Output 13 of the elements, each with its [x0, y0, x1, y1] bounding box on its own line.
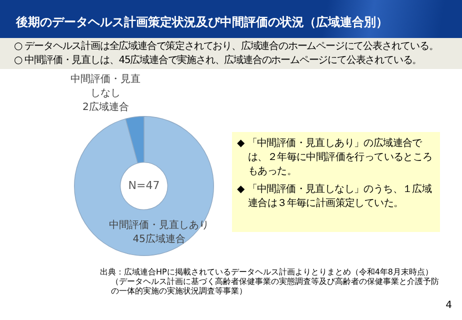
- text: N=47: [128, 178, 160, 192]
- slice-label: 中間評価・見直しなし: [70, 72, 141, 99]
- text: 4: [446, 300, 452, 311]
- data-label: 2広域連合: [82, 100, 129, 113]
- source-note: 出典：広域連合HPに掲載されているデータヘルス計画よりとりまとめ（令和4年8月末時点）: [100, 268, 434, 277]
- text: ◆ 「中間評価・見直しあり」の広域連合では、２年毎に中間評価を行っているところもあった。: [237, 137, 434, 179]
- chart-title: 後期のデータヘルス計画策定状況及び中間評価の状況（広域連合別）: [0, 0, 462, 38]
- text: （データヘルス計画に基づく高齢者保健事業の実態調査等及び高齢者の保健事業と介護予防の一体的実施の実施状況調査等事業）: [110, 278, 440, 297]
- text: ○ データヘルス計画は全広域連合で策定されており、広域連合のホームページにて公表されている。: [14, 40, 440, 54]
- slice-label: 中間評価・見直しあり: [109, 218, 210, 231]
- data-label: 45広域連合: [132, 232, 186, 245]
- text: ○ 中間評価・見直しは、45広域連合で実施され、広域連合のホームページにて公表されている。: [14, 54, 423, 68]
- text: ◆ 「中間評価・見直しなし」のうち、１広域連合は３年毎に計画策定していた。: [237, 183, 433, 211]
